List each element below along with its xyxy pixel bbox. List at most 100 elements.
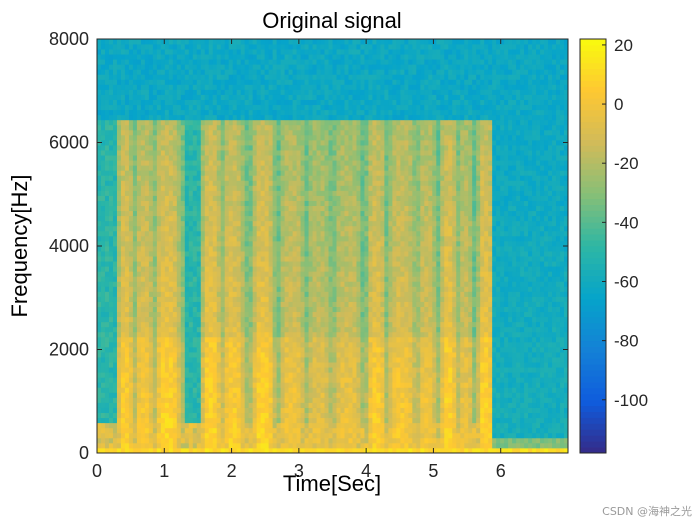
heatmap-cell: [244, 372, 250, 378]
heatmap-cell: [284, 44, 289, 50]
heatmap-cell: [156, 89, 162, 95]
heatmap-cell: [208, 119, 214, 126]
heatmap-cell: [212, 44, 218, 50]
heatmap-cell: [97, 432, 102, 439]
heatmap-cell: [292, 407, 297, 414]
heatmap-cell: [216, 195, 222, 201]
heatmap-cell: [272, 230, 278, 237]
heatmap-cell: [244, 225, 250, 232]
heatmap-cell: [100, 155, 106, 161]
heatmap-cell: [212, 64, 218, 70]
heatmap-cell: [240, 276, 246, 282]
heatmap-cell: [192, 437, 198, 444]
heatmap-cell: [108, 321, 114, 328]
heatmap-cell: [252, 316, 258, 323]
heatmap-cell: [164, 291, 170, 297]
heatmap-cell: [212, 367, 218, 373]
heatmap-cell: [124, 190, 130, 196]
heatmap-cell: [236, 261, 242, 267]
heatmap-cell: [104, 437, 110, 444]
heatmap-cell: [168, 185, 174, 191]
heatmap-cell: [104, 362, 110, 368]
heatmap-cell: [200, 54, 206, 60]
heatmap-cell: [268, 89, 274, 95]
heatmap-cell: [300, 392, 305, 398]
heatmap-cell: [260, 134, 266, 141]
heatmap-cell: [136, 119, 142, 126]
heatmap-cell: [136, 316, 142, 323]
heatmap-cell: [188, 261, 194, 267]
heatmap-cell: [336, 271, 341, 277]
heatmap-cell: [160, 225, 166, 232]
heatmap-cell: [312, 311, 317, 318]
heatmap-cell: [164, 392, 170, 398]
heatmap-cell: [296, 165, 301, 171]
heatmap-cell: [112, 387, 118, 393]
heatmap-cell: [224, 392, 230, 398]
heatmap-cell: [136, 180, 142, 186]
heatmap-cell: [208, 145, 214, 151]
heatmap-cell: [276, 256, 282, 262]
heatmap-cell: [320, 432, 325, 439]
heatmap-cell: [104, 377, 110, 383]
heatmap-cell: [108, 44, 114, 50]
heatmap-cell: [204, 230, 210, 237]
heatmap-cell: [240, 321, 246, 328]
heatmap-cell: [240, 412, 246, 419]
heatmap-cell: [300, 382, 305, 388]
heatmap-cell: [132, 372, 138, 378]
heatmap-cell: [296, 261, 301, 267]
heatmap-cell: [252, 442, 258, 449]
heatmap-cell: [97, 352, 102, 358]
heatmap-cell: [160, 210, 166, 217]
heatmap-cell: [268, 134, 274, 141]
heatmap-cell: [248, 129, 254, 136]
heatmap-cell: [192, 407, 198, 414]
heatmap-cell: [176, 195, 182, 201]
heatmap-cell: [248, 296, 254, 302]
heatmap-cell: [296, 129, 301, 136]
heatmap-cell: [212, 205, 218, 212]
heatmap-cell: [136, 185, 142, 191]
heatmap-cell: [164, 422, 170, 429]
heatmap-cell: [280, 266, 285, 272]
heatmap-cell: [264, 150, 270, 156]
heatmap-cell: [216, 109, 222, 116]
heatmap-cell: [152, 261, 158, 267]
heatmap-cell: [156, 367, 162, 373]
heatmap-cell: [308, 39, 313, 45]
heatmap-cell: [196, 129, 202, 136]
heatmap-cell: [232, 372, 238, 378]
heatmap-cell: [236, 39, 242, 45]
heatmap-cell: [104, 352, 110, 358]
heatmap-cell: [332, 79, 337, 85]
heatmap-cell: [292, 150, 297, 156]
heatmap-cell: [324, 200, 329, 207]
heatmap-cell: [100, 59, 106, 65]
heatmap-cell: [100, 266, 106, 272]
heatmap-cell: [160, 220, 166, 227]
heatmap-cell: [272, 397, 278, 403]
heatmap-cell: [336, 160, 341, 166]
heatmap-cell: [144, 321, 150, 328]
heatmap-cell: [336, 94, 341, 100]
heatmap-cell: [172, 301, 178, 307]
heatmap-cell: [256, 407, 262, 414]
heatmap-cell: [116, 215, 122, 222]
heatmap-cell: [312, 251, 317, 257]
heatmap-cell: [228, 94, 234, 100]
heatmap-cell: [116, 372, 122, 378]
heatmap-cell: [136, 240, 142, 247]
heatmap-cell: [208, 99, 214, 106]
heatmap-cell: [196, 346, 202, 353]
heatmap-cell: [332, 387, 337, 393]
heatmap-cell: [236, 84, 242, 90]
heatmap-cell: [132, 44, 138, 50]
heatmap-cell: [108, 427, 114, 434]
heatmap-cell: [232, 407, 238, 414]
heatmap-cell: [248, 49, 254, 55]
heatmap-cell: [324, 291, 329, 297]
heatmap-cell: [228, 346, 234, 353]
heatmap-cell: [264, 256, 270, 262]
heatmap-cell: [128, 316, 134, 323]
